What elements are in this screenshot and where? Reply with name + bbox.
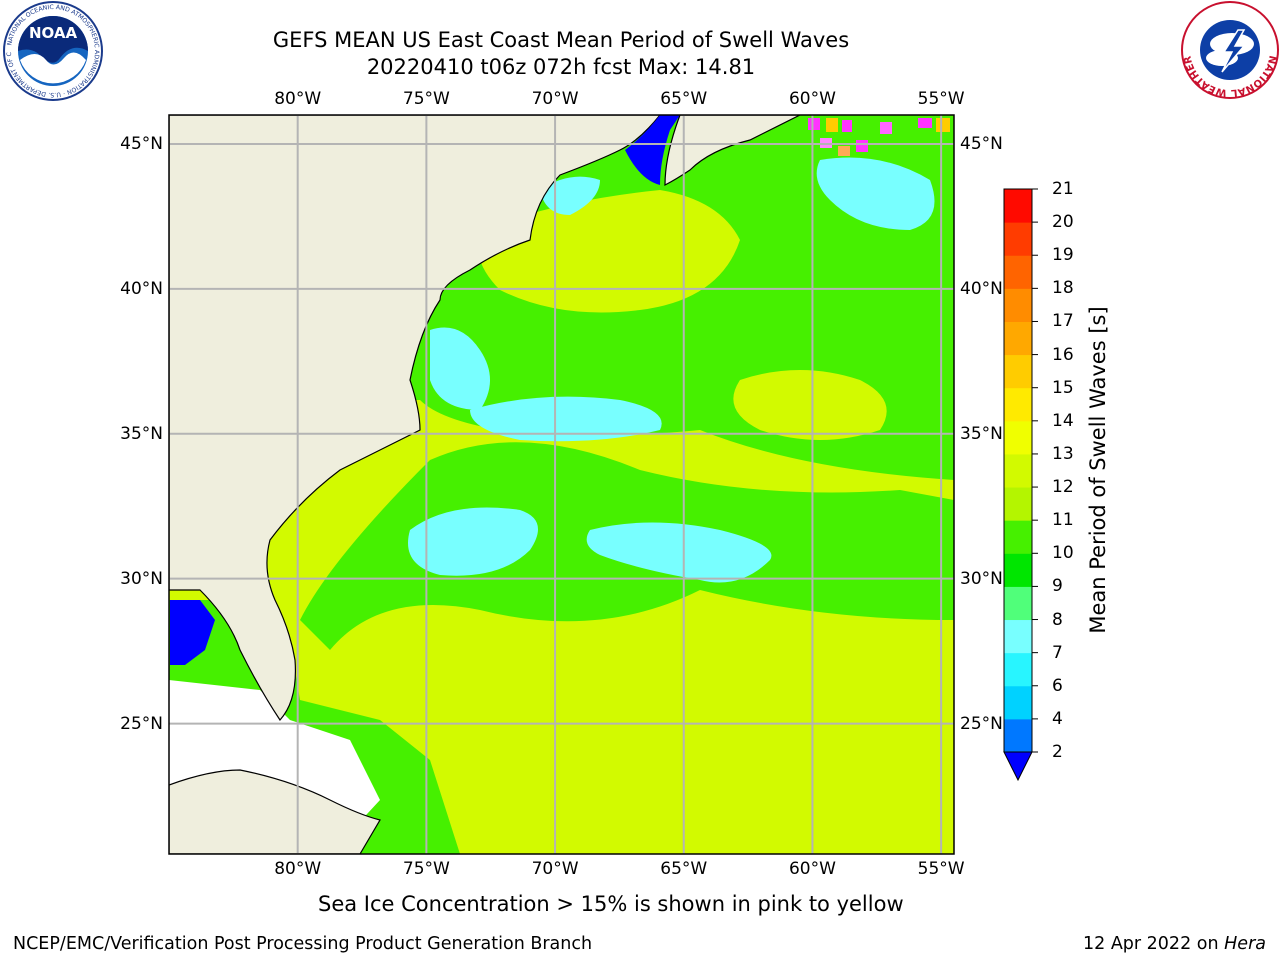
colorbar-tick-label: 16 [1052,344,1074,365]
colorbar-tick-label: 6 [1052,675,1063,696]
colorbar-swatch [1004,553,1032,587]
colorbar-swatch [1004,520,1032,554]
colorbar-swatch [1004,255,1032,289]
noaa-text: NOAA [29,24,78,42]
swell-band-13b [733,370,887,440]
lon-label-bottom: 65°W [660,859,708,879]
colorbar-under-arrow [1003,751,1033,782]
swell-band-8e [816,157,935,230]
lon-label-top: 65°W [660,89,708,109]
colorbar-tick-label: 19 [1052,245,1074,266]
colorbar-swatch [1004,321,1032,356]
colorbar-swatch [1004,387,1032,422]
land-cuba [169,769,381,854]
colorbar-tick-label: 4 [1052,708,1063,729]
swell-band-8d [586,522,772,583]
sea-ice-note: Sea Ice Concentration > 15% is shown in … [318,892,904,916]
land-nova-scotia [664,115,801,186]
colorbar-tick-label: 14 [1052,410,1074,431]
colorbar-tick-label: 2 [1052,742,1063,762]
lon-label-top: 60°W [788,89,836,109]
map-frame [168,114,955,855]
colorbar-swatch [1004,619,1032,654]
colorbar-swatch [1004,222,1032,256]
colorbar-swatch [1004,586,1032,621]
footer-branch: NCEP/EMC/Verification Post Processing Pr… [13,934,593,954]
colorbar-tick-label: 10 [1052,543,1074,564]
colorbar-tick-label: 9 [1052,576,1063,597]
lat-label-right: 35°N [960,423,1003,444]
colorbar-swatch [1004,718,1032,753]
lat-label-right: 40°N [960,278,1003,299]
footer-date: 12 Apr 2022 on Hera [1083,933,1266,955]
lon-label-bottom: 55°W [917,859,965,879]
chart-title: GEFS MEAN US East Coast Mean Period of S… [272,28,850,52]
lon-label-bottom: 75°W [402,859,450,879]
colorbar-swatch [1004,354,1032,389]
swell-band-8a [430,327,490,410]
lon-label-bottom: 60°W [788,859,836,879]
colorbar-title: Mean Period of Swell Waves [s] [1086,306,1110,634]
lon-label-top: 75°W [402,89,450,109]
lat-label-left: 30°N [120,568,163,589]
colorbar-swatch [1004,420,1032,455]
colorbar-tick-label: 18 [1052,278,1074,299]
lat-label-left: 35°N [120,423,163,444]
colorbar-tick-label: 12 [1052,477,1074,498]
colorbar-swatch [1004,288,1032,322]
lon-label-bottom: 70°W [531,859,579,879]
colorbar-tick-label: 11 [1052,510,1074,531]
lon-label-top: 55°W [917,89,965,109]
lon-label-top: 70°W [531,89,579,109]
lat-label-right: 45°N [960,133,1003,154]
colorbar-swatch [1004,652,1032,687]
graticule [169,115,954,854]
lat-label-left: 45°N [120,133,163,154]
nws-logo: NATIONAL WEATHER SERVICE [1180,0,1279,99]
colorbar-tick-label: 8 [1052,609,1063,630]
lon-label-top: 80°W [274,89,322,109]
colorbar-swatch [1004,189,1032,223]
colorbar-frame [1003,188,1033,753]
lat-label-right: 25°N [960,713,1003,734]
chart-subtitle: 20220410 t06z 072h fcst Max: 14.81 [366,55,756,79]
colorbar-tick-label: 15 [1052,377,1074,398]
footer-machine: Hera [1224,934,1266,954]
colorbar-tick-label: 13 [1052,443,1074,464]
bay-of-fundy [625,115,680,185]
swell-band-13a [477,190,740,313]
map-panel [169,115,954,854]
colorbar-swatch [1004,487,1032,521]
colorbar-tick-label: 20 [1052,212,1074,233]
colorbar-swatch [1004,685,1032,720]
colorbar-swatch [1004,453,1032,488]
lat-label-left: 25°N [120,713,163,734]
lat-label-left: 40°N [120,278,163,299]
swell-band-8c [408,507,538,576]
gulf-low-period [170,600,215,665]
swell-band-8b [470,396,662,442]
colorbar-tick-label: 17 [1052,311,1074,332]
lat-label-right: 30°N [960,568,1003,589]
lon-label-bottom: 80°W [274,859,322,879]
footer-date-text: 12 Apr 2022 on [1083,934,1225,954]
colorbar-tick-label: 21 [1052,179,1074,199]
colorbar-tick-label: 7 [1052,642,1063,663]
noaa-logo: NATIONAL OCEANIC AND ATMOSPHERIC ADMINIS… [2,0,103,101]
land-us-east-coast [169,115,661,721]
